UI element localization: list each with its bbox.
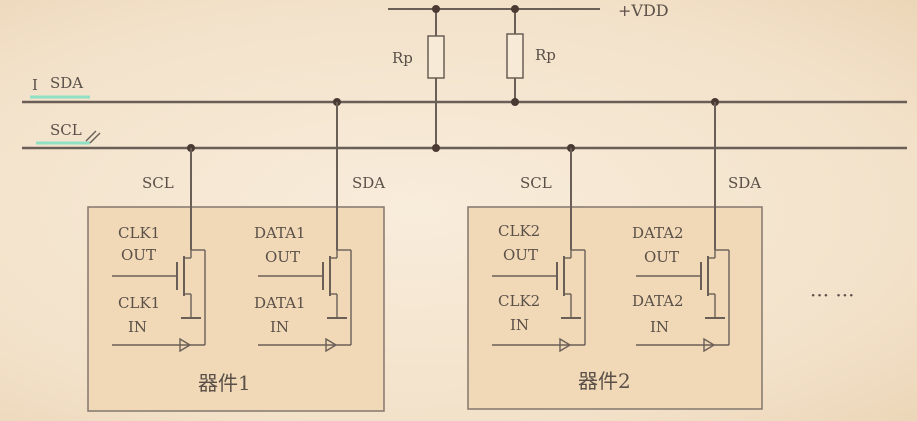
device-2-clk-out-line1: CLK2 — [498, 222, 540, 240]
device-1-clk-in-line2: IN — [128, 318, 147, 336]
device-1-sda-tap-label: SDA — [352, 174, 385, 192]
device-1-data-transistor — [258, 249, 352, 353]
device-2-scl-tap-label: SCL — [520, 174, 552, 192]
scl-tick-2 — [89, 132, 101, 144]
junction-dot — [511, 5, 519, 13]
junction-dot — [511, 98, 519, 106]
junction-dot — [432, 144, 440, 152]
sda-prefix: I — [32, 76, 38, 94]
device-1-box — [87, 206, 385, 412]
device-2-data-in-line1: DATA2 — [632, 292, 684, 310]
device-2-clk-out-line2: OUT — [503, 246, 538, 264]
device-1-clk-out-line2: OUT — [121, 246, 156, 264]
pullup-resistor-1 — [427, 35, 445, 79]
more-devices-ellipsis: ··· ··· — [810, 283, 855, 307]
device-2-data-out-line2: OUT — [644, 248, 679, 266]
device-1-clk-transistor — [112, 249, 206, 353]
device-1-data-in-line2: IN — [270, 318, 289, 336]
device-2-sda-tap-label: SDA — [728, 174, 761, 192]
pullup-resistor-2 — [506, 33, 524, 79]
device-1-name: 器件1 — [198, 371, 251, 395]
device-2-clk-in-line2: IN — [510, 316, 529, 334]
junction-dot — [432, 5, 440, 13]
device-1-data-out-line2: OUT — [265, 248, 300, 266]
scl-tick-1 — [85, 130, 97, 142]
rp2-label: Rp — [535, 46, 556, 64]
device-1-data-in-line1: DATA1 — [254, 294, 306, 312]
device-2-data-in-line2: IN — [650, 318, 669, 336]
device-2-data-out-line1: DATA2 — [632, 224, 684, 242]
device-1-scl-tap-label: SCL — [142, 174, 174, 192]
device-2-name: 器件2 — [578, 369, 631, 393]
device-1: SCL SDA CLK1 OUT CLK1 IN — [87, 102, 385, 412]
device-2-data-transistor — [636, 249, 730, 353]
device-2-clk-in-line1: CLK2 — [498, 292, 540, 310]
device-2: SCL SDA CLK2 OUT CLK2 IN — [467, 102, 763, 410]
device-2-clk-transistor — [492, 249, 586, 353]
device-2-box — [467, 206, 763, 410]
device-1-data-out-line1: DATA1 — [254, 224, 306, 242]
device-1-clk-in-line1: CLK1 — [118, 294, 160, 312]
device-1-clk-out-line1: CLK1 — [118, 224, 160, 242]
scl-bus-label: SCL — [50, 121, 82, 139]
sda-bus-label: SDA — [50, 74, 83, 92]
rp1-label: Rp — [392, 49, 413, 67]
vdd-label: +VDD — [618, 1, 669, 20]
